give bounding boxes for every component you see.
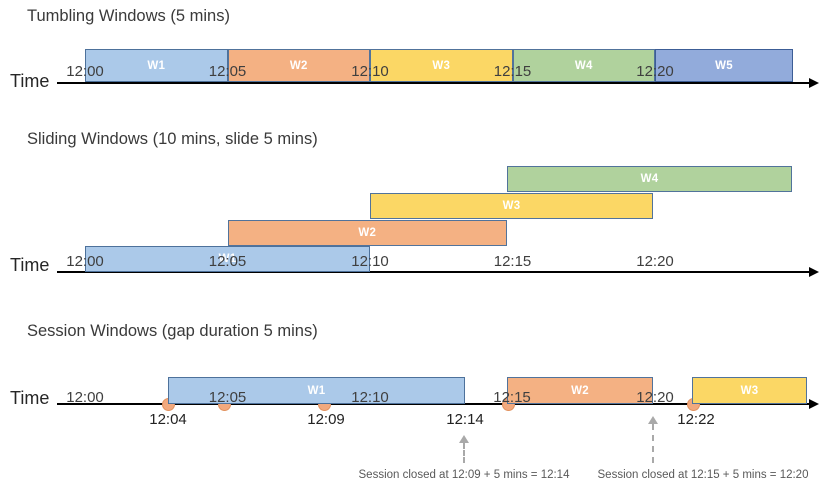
- window-box-w4: W4: [507, 166, 792, 192]
- arrow-up-icon: [648, 416, 658, 424]
- tick-label: 12:05: [208, 63, 247, 80]
- tick-label: 12:20: [636, 389, 674, 406]
- window-box-w2: W2: [227, 49, 370, 82]
- window-label: W5: [715, 59, 733, 72]
- timeline: [57, 81, 809, 85]
- window-label: W2: [289, 59, 308, 72]
- tick-label: 12:05: [208, 389, 247, 406]
- tick-label: 12:20: [636, 63, 674, 80]
- section-title: Sliding Windows (10 mins, slide 5 mins): [27, 130, 318, 148]
- timeline: [57, 270, 809, 274]
- section-title: Session Windows (gap duration 5 mins): [27, 322, 318, 340]
- window-box-w2: W2: [227, 220, 507, 246]
- window-label: W1: [307, 384, 326, 397]
- session-close-arrow: [463, 443, 465, 463]
- tick-label: 12:10: [351, 63, 389, 80]
- window-box-w3: W3: [370, 49, 513, 82]
- window-box-w1: W1: [168, 377, 465, 404]
- window-label: W2: [358, 227, 377, 239]
- arrow-right-icon: [809, 398, 819, 409]
- arrow-right-icon: [809, 77, 819, 88]
- time-axis-label: Time: [10, 255, 50, 275]
- window-box-w5: W5: [655, 49, 793, 82]
- session-close-arrow: [652, 424, 654, 463]
- window-label: W3: [740, 384, 759, 397]
- window-box-w3: W3: [370, 193, 653, 219]
- event-time-label: 12:09: [307, 411, 345, 428]
- window-label: W1: [147, 59, 166, 72]
- arrow-up-icon: [459, 435, 469, 443]
- window-box-w3: W3: [692, 377, 807, 404]
- time-axis-label: Time: [10, 388, 50, 408]
- window-label: W1: [218, 253, 237, 265]
- arrow-right-icon: [809, 266, 819, 277]
- event-time-label: 12:04: [149, 411, 187, 428]
- window-box-w1: W1: [85, 246, 370, 272]
- window-label: W3: [502, 200, 521, 212]
- section-title: Tumbling Windows (5 mins): [27, 7, 230, 25]
- window-label: W2: [571, 384, 589, 397]
- session-close-annotation: Session closed at 12:09 + 5 mins = 12:14: [358, 469, 570, 481]
- tick-label: 12:20: [636, 253, 674, 270]
- window-box-w4: W4: [512, 49, 655, 82]
- tick-label: 12:05: [208, 253, 247, 270]
- timeline: [57, 402, 809, 406]
- window-box-w1: W1: [85, 49, 228, 82]
- tick-label: 12:10: [351, 253, 389, 270]
- window-label: W3: [432, 59, 451, 72]
- tick-label: 12:00: [66, 253, 104, 270]
- tick-label: 12:00: [66, 63, 104, 80]
- tick-label: 12:00: [66, 389, 104, 406]
- event-time-label: 12:22: [677, 411, 715, 428]
- tick-label: 12:15: [493, 253, 532, 270]
- session-close-annotation: Session closed at 12:15 + 5 mins = 12:20: [597, 469, 809, 481]
- tick-label: 12:15: [493, 63, 532, 80]
- time-axis-label: Time: [10, 71, 50, 91]
- window-label: W4: [640, 173, 659, 185]
- event-time-label: 12:14: [446, 411, 484, 428]
- tick-label: 12:10: [351, 389, 389, 406]
- window-box-w2: W2: [507, 377, 653, 404]
- window-label: W4: [574, 59, 593, 72]
- tick-label: 12:15: [493, 389, 531, 406]
